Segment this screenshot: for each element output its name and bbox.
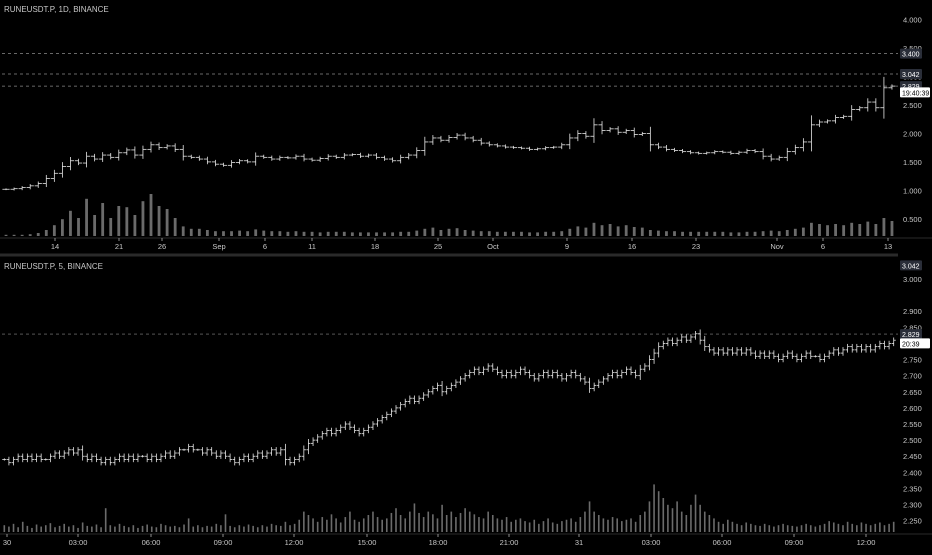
price-tick-label: 1.000 [903,186,922,195]
intraday-time-axis[interactable]: 30 03:00 06:00 09:00 12:00 15:00 18:00 21:00 31 0… [0,533,932,550]
price-tick-label: 3.000 [903,275,922,284]
time-tick-label: Oct [487,242,500,251]
price-tick-label: 2.700 [903,372,922,381]
price-tick-label: 2.500 [903,436,922,445]
price-tick-label: 0.500 [903,215,922,224]
time-tick-label: 6 [263,242,267,251]
price-label-text: 3.042 [902,72,920,79]
daily-volume-bars [4,194,894,236]
time-tick-label: 25 [434,242,442,251]
price-label-box [900,69,922,80]
intraday-price-labels: 3.042 2.829 20:39 [900,260,930,349]
price-label-box [900,87,930,98]
time-tick-label: 6 [821,242,825,251]
time-axis-background [0,238,932,256]
time-tick-label: Sep [212,242,225,251]
price-label-text: 20:39 [902,341,920,348]
price-tick-label: 3.500 [903,44,922,53]
price-axis-background [898,0,932,238]
time-tick-label: 03:00 [69,538,88,547]
time-tick-label: Nov [770,242,784,251]
price-label-box [900,48,922,59]
price-tick-label: 2.500 [903,101,922,110]
intraday-volume-bars [3,484,895,532]
time-tick-label: 14 [51,242,59,251]
price-tick-label: 1.500 [903,158,922,167]
time-tick-label: 09:00 [214,538,233,547]
time-tick-label: 11 [308,242,316,251]
price-tick-label: 2.250 [903,517,922,526]
price-tick-label: 2.350 [903,484,922,493]
price-tick-label: 2.850 [903,323,922,332]
time-tick-label: 09:00 [785,538,804,547]
intraday-price-axis[interactable]: 3.0002.9002.8502.8002.7502.7002.6502.600… [898,250,932,534]
price-tick-label: 2.600 [903,404,922,413]
time-tick-label: 15:00 [358,538,377,547]
price-label-text: 3.042 [902,263,920,270]
intraday-chart-pane[interactable]: RUNEUSDT.P, 5, BINANCE 3.0002.9002.8502.… [0,250,932,550]
intraday-chart-title: RUNEUSDT.P, 5, BINANCE [4,262,103,271]
price-tick-label: 2.900 [903,307,922,316]
daily-time-axis[interactable]: 14 21 26 Sep 6 11 18 25 Oct 9 16 23 Nov 6 13 [0,237,932,256]
time-tick-label: 18:00 [429,538,448,547]
time-tick-label: 31 [575,538,583,547]
time-tick-label: 26 [158,242,166,251]
price-tick-label: 2.650 [903,388,922,397]
time-axis-background [0,534,932,550]
time-tick-label: 18 [371,242,379,251]
time-tick-label: 13 [884,242,892,251]
price-tick-label: 2.750 [903,356,922,365]
daily-chart-title: RUNEUSDT.P, 1D, BINANCE [4,5,109,14]
time-tick-label: 9 [565,242,569,251]
time-tick-label: 16 [628,242,636,251]
price-label-text: 3.400 [902,52,920,59]
time-tick-label: 03:00 [642,538,661,547]
price-label-box [900,260,922,271]
time-tick-label: 06:00 [713,538,732,547]
price-tick-label: 2.550 [903,420,922,429]
price-label-box [900,329,922,340]
time-tick-label: 30 [3,538,11,547]
daily-chart-pane[interactable]: RUNEUSDT.P, 1D, BINANCE 4.0003.5003.0002… [0,0,932,256]
time-tick-label: 12:00 [857,538,876,547]
time-tick-label: 21 [115,242,123,251]
price-label-box [900,338,930,349]
price-label-text: 2.829 [902,332,920,339]
time-tick-label: 06:00 [142,538,161,547]
daily-candles [2,76,896,191]
time-tick-label: 12:00 [285,538,304,547]
price-tick-label: 2.450 [903,452,922,461]
time-tick-label: 21:00 [500,538,519,547]
price-tick-label: 2.400 [903,468,922,477]
intraday-candles [2,329,896,466]
price-tick-label: 2.300 [903,501,922,510]
price-tick-label: 2.000 [903,129,922,138]
price-tick-label: 4.000 [903,15,922,24]
price-axis-background [898,250,932,534]
price-label-text: 19:40:39 [902,90,929,97]
time-tick-label: 23 [692,242,700,251]
